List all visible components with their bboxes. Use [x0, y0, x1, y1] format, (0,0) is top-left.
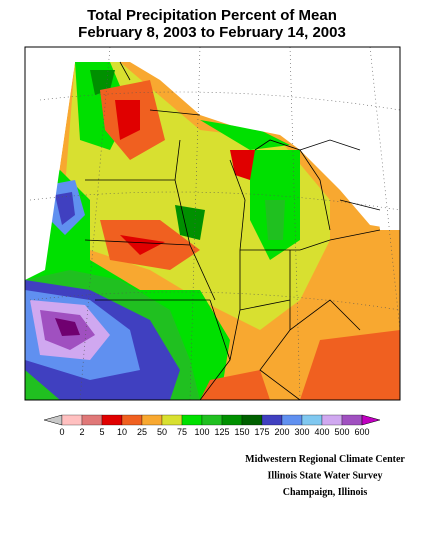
legend-label: 175	[254, 427, 269, 437]
credits: Midwestern Regional Climate Center Illino…	[245, 454, 405, 498]
legend-swatch	[61, 414, 83, 426]
legend-arrow	[43, 414, 63, 426]
credit-line: Midwestern Regional Climate Center	[245, 454, 405, 465]
legend-label: 0	[59, 427, 64, 437]
legend-label: 600	[354, 427, 369, 437]
legend-label: 150	[234, 427, 249, 437]
legend-label: 75	[177, 427, 187, 437]
color-legend: 0 2 5 10 25 50 75 100 125 150 175 200 300 400 500 600	[43, 414, 381, 437]
legend-label: 25	[137, 427, 147, 437]
legend-label: 300	[294, 427, 309, 437]
legend-swatch	[281, 414, 303, 426]
legend-label: 100	[194, 427, 209, 437]
legend-swatch	[221, 414, 243, 426]
legend-swatch	[141, 414, 163, 426]
legend-swatch	[341, 414, 363, 426]
legend-label: 50	[157, 427, 167, 437]
subtitle: February 8, 2003 to February 14, 2003	[78, 24, 346, 41]
legend-swatch	[161, 414, 183, 426]
legend-swatch	[321, 414, 343, 426]
credit-line: Champaign, Illinois	[283, 487, 368, 498]
legend-swatch	[101, 414, 123, 426]
title: Total Precipitation Percent of Mean	[87, 7, 337, 24]
legend-arrow	[361, 414, 381, 426]
map-frame	[24, 46, 401, 401]
legend-label: 10	[117, 427, 127, 437]
credit-line: Illinois State Water Survey	[268, 471, 383, 482]
legend-swatch	[81, 414, 103, 426]
legend-label: 125	[214, 427, 229, 437]
legend-label: 400	[314, 427, 329, 437]
legend-swatch	[241, 414, 263, 426]
map	[25, 47, 400, 400]
legend-swatch	[121, 414, 143, 426]
legend-swatch	[181, 414, 203, 426]
legend-label: 2	[79, 427, 84, 437]
legend-label: 500	[334, 427, 349, 437]
legend-swatch	[201, 414, 223, 426]
legend-label: 5	[99, 427, 104, 437]
legend-swatch	[261, 414, 283, 426]
legend-label: 200	[274, 427, 289, 437]
legend-swatch	[301, 414, 323, 426]
